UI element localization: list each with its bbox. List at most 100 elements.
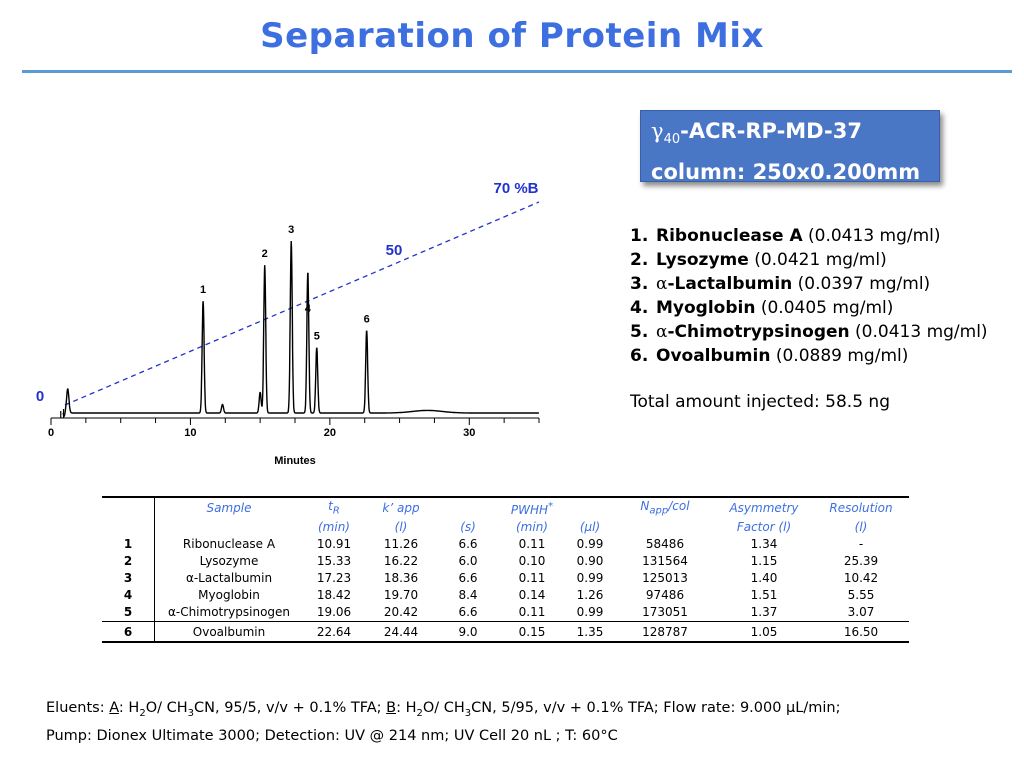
- header-sample: Sample: [154, 495, 303, 520]
- table-cell: 10.42: [843, 571, 879, 586]
- peak-labels: 1 2 3 4 5 6: [200, 224, 370, 343]
- peak-label: 2: [262, 248, 268, 260]
- gamma-symbol: γ: [651, 119, 664, 143]
- header-pwhh: PWHH*: [499, 495, 565, 520]
- table-cell: 131564: [642, 554, 688, 569]
- table-cell: 6.6: [458, 605, 478, 620]
- x-tick-label: 20: [324, 427, 336, 439]
- table-cell: 1.26: [576, 588, 604, 603]
- table-cell: 0.10: [518, 554, 546, 569]
- row-index: 4: [102, 587, 155, 605]
- table-cell: 0.14: [518, 588, 546, 603]
- table-cell: -: [858, 537, 864, 552]
- protein-list: 1. Ribonuclease A (0.0413 mg/ml) 2. Lysozym…: [630, 224, 988, 368]
- protein-item: 1. Ribonuclease A (0.0413 mg/ml): [630, 226, 941, 246]
- header-tr: tR: [303, 495, 365, 520]
- x-axis-label: Minutes: [274, 455, 316, 467]
- table-cell: 17.23: [316, 571, 352, 586]
- subheader-s: (s): [460, 520, 476, 535]
- table-row: 4 Myoglobin 18.42 19.70 8.4 0.14 1.26 97486 1.51…: [102, 587, 909, 605]
- row-index: 6: [102, 621, 155, 644]
- gradient-label: 0: [36, 388, 44, 405]
- table-cell: Myoglobin: [198, 588, 260, 603]
- table-cell: 1.37: [750, 605, 778, 620]
- total-injected: Total amount injected: 58.5 ng: [630, 392, 890, 412]
- page-title: Separation of Protein Mix: [260, 16, 764, 56]
- table-cell: 0.11: [518, 571, 546, 586]
- x-tick-label: 30: [463, 427, 475, 439]
- eluent-b-label: B: [386, 700, 397, 716]
- table-cell: α-Chimotrypsinogen: [167, 605, 291, 620]
- table-cell: 0.15: [499, 621, 565, 644]
- table-row: 1 Ribonuclease A 10.91 11.26 6.6 0.11 0.99 5848…: [102, 536, 909, 554]
- table-cell: 9.0: [437, 621, 499, 644]
- table-cell: 0.99: [576, 571, 604, 586]
- table-cell: 1.40: [750, 571, 778, 586]
- gradient-label: 70 %B: [493, 180, 538, 197]
- table-subheader-row: (min) (l) (s) (min) (μl) Factor (l) (l): [102, 519, 909, 537]
- header-index: [102, 495, 155, 520]
- subheader-resolution: (l): [854, 520, 868, 535]
- title-divider: [22, 70, 1012, 73]
- protein-item: 3. α-Lactalbumin (0.0397 mg/ml): [630, 274, 931, 294]
- table-cell: Ovoalbumin: [154, 621, 303, 644]
- header-resolution: Resolution: [813, 495, 909, 520]
- table-cell: 6.0: [458, 554, 478, 569]
- gradient-group: 0 50 70 %B: [36, 180, 540, 406]
- results-table-wrap: Sample tR k’ app PWHH* Napp/col Asymmetr…: [102, 495, 909, 644]
- chromatogram-trace: [62, 240, 539, 418]
- peak-label: 1: [200, 284, 206, 296]
- header-napp: Napp/col: [615, 495, 715, 520]
- protein-item: 5. α-Chimotrypsinogen (0.0413 mg/ml): [630, 322, 988, 342]
- row-index: 1: [102, 536, 155, 554]
- header-asymmetry: Asymmetry: [715, 495, 813, 520]
- row-index: 3: [102, 570, 155, 588]
- gradient-line: [64, 201, 540, 406]
- table-cell: 10.91: [316, 537, 352, 552]
- table-cell: 0.11: [518, 605, 546, 620]
- table-cell: 20.42: [383, 605, 419, 620]
- table-cell: 18.36: [383, 571, 419, 586]
- table-cell: 1.34: [750, 537, 778, 552]
- chromatogram-chart: 0 50 70 %B 0 10 20 30 1 2 3 4 5 6 Minutes: [36, 180, 540, 467]
- peak-label: 6: [364, 313, 370, 325]
- subheader-tr: (min): [318, 520, 350, 535]
- table-cell: 0.99: [576, 605, 604, 620]
- table-cell: 125013: [642, 571, 688, 586]
- protein-item: 6. Ovoalbumin (0.0889 mg/ml): [630, 346, 909, 366]
- subheader-k-app: (l): [394, 520, 408, 535]
- eluents-note: Eluents: A: H2O/ CH3CN, 95/5, v/v + 0.1%…: [46, 697, 1021, 747]
- subheader-napp: [615, 519, 715, 536]
- eluent-a-label: A: [109, 700, 119, 716]
- table-cell: 6.6: [458, 537, 478, 552]
- peak-label: 4: [305, 303, 312, 315]
- table-body: 1 Ribonuclease A 10.91 11.26 6.6 0.11 0.99 5848…: [102, 536, 909, 644]
- column-name: γ40-ACR-RP-MD-37: [651, 115, 939, 156]
- x-tick-label: 0: [48, 427, 54, 439]
- header-k-app: k’ app: [365, 495, 437, 520]
- table-header-row: Sample tR k’ app PWHH* Napp/col Asymmetr…: [102, 495, 909, 520]
- table-cell: 18.42: [316, 588, 352, 603]
- table-cell: 16.50: [813, 621, 909, 644]
- table-row: 5 α-Chimotrypsinogen 19.06 20.42 6.6 0.11 0.99…: [102, 604, 909, 622]
- table-cell: 11.26: [383, 537, 419, 552]
- table-cell: 24.44: [365, 621, 437, 644]
- peak-label: 3: [288, 224, 294, 236]
- protein-item: 4. Myoglobin (0.0405 mg/ml): [630, 298, 894, 318]
- table-cell: α-Lactalbumin: [185, 571, 273, 586]
- header-blank-ul: [565, 495, 615, 520]
- table-cell: 5.55: [847, 588, 875, 603]
- subheader-ul: (μl): [579, 520, 601, 535]
- row-index: 2: [102, 553, 155, 571]
- table-cell: 19.06: [316, 605, 352, 620]
- table-cell: 0.90: [576, 554, 604, 569]
- table-cell: 1.51: [750, 588, 778, 603]
- table-row: 3 α-Lactalbumin 17.23 18.36 6.6 0.11 0.99 12501…: [102, 570, 909, 588]
- x-axis: 0 10 20 30: [48, 417, 540, 439]
- table-cell: 58486: [645, 537, 685, 552]
- subheader-asymmetry: Factor (l): [736, 520, 792, 535]
- row-index: 5: [102, 604, 155, 622]
- table-cell: 97486: [645, 588, 685, 603]
- header-blank-s: [437, 495, 499, 520]
- results-table: Sample tR k’ app PWHH* Napp/col Asymmetr…: [102, 495, 909, 644]
